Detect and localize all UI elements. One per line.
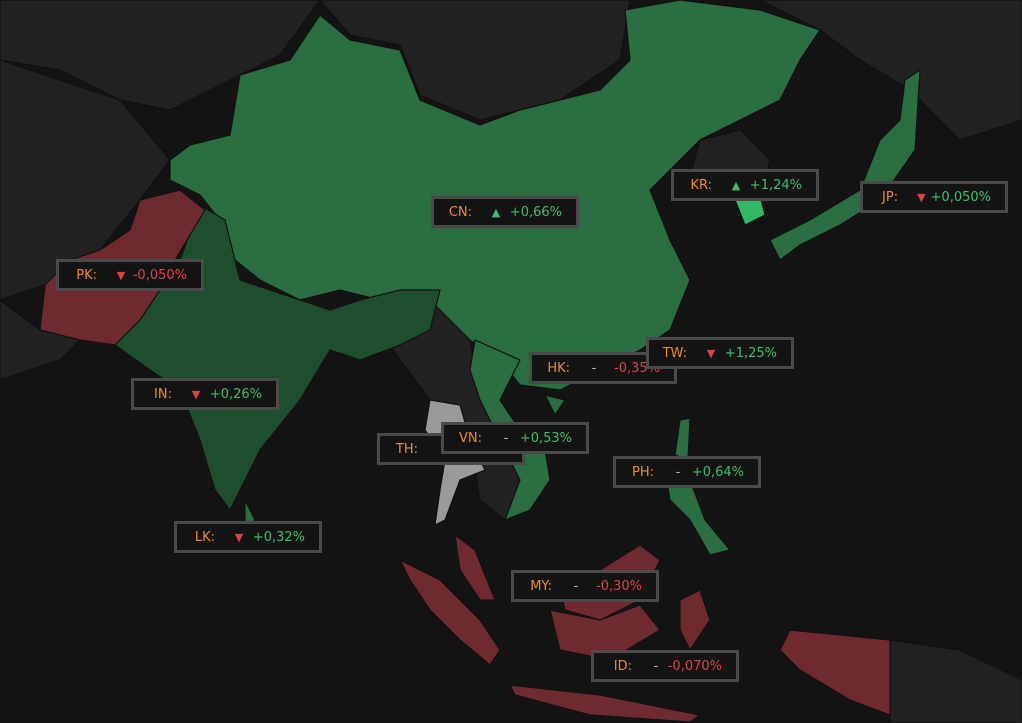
change-value: -0,070%	[667, 658, 722, 674]
marker-pk[interactable]: PK: ▼ -0,050%	[56, 259, 204, 291]
change-value: -0,30%	[596, 578, 642, 594]
country-id-borneo	[549, 604, 661, 661]
country-my-peninsula	[454, 533, 496, 601]
change-value: +0,64%	[691, 464, 744, 480]
marker-lk[interactable]: LK: ▼ +0,32%	[174, 521, 322, 553]
change-value: +1,24%	[749, 177, 802, 193]
change-value: +0,26%	[209, 386, 262, 402]
marker-in[interactable]: IN: ▼ +0,26%	[131, 378, 279, 410]
country-code: LK:	[194, 529, 215, 545]
country-id-java	[508, 684, 702, 723]
country-code: TH:	[395, 441, 418, 457]
land-west	[0, 59, 171, 301]
marker-vn[interactable]: VN: - +0,53%	[441, 422, 589, 454]
country-tw	[674, 417, 691, 461]
land-east-russia	[759, 0, 1022, 141]
hainan	[543, 394, 566, 417]
arrow-down-icon: ▼	[234, 530, 244, 544]
country-code: PK:	[76, 267, 97, 283]
arrow-down-icon: ▼	[706, 346, 716, 360]
country-code: MY:	[530, 578, 552, 594]
dash-icon: -	[675, 464, 681, 480]
country-id-sulawesi	[679, 589, 711, 652]
country-code: TW:	[662, 345, 687, 361]
country-code: CN:	[448, 204, 472, 220]
country-code: IN:	[154, 386, 172, 402]
country-code: HK:	[547, 360, 570, 376]
marker-cn[interactable]: CN: ▲ +0,66%	[431, 196, 579, 228]
dash-icon: -	[591, 360, 597, 376]
arrow-up-icon: ▲	[731, 178, 741, 192]
country-id-sumatra	[398, 558, 501, 666]
country-id-papua	[779, 629, 891, 716]
marker-jp[interactable]: JP: ▼ +0,050%	[860, 181, 1008, 213]
change-value: +0,32%	[252, 529, 305, 545]
country-code: PH:	[632, 464, 654, 480]
arrow-down-icon: ▼	[116, 268, 126, 282]
land-png	[889, 639, 1022, 723]
dash-icon: -	[653, 658, 659, 674]
dash-icon: -	[503, 430, 509, 446]
arrow-up-icon: ▲	[491, 205, 501, 219]
arrow-down-icon: ▼	[191, 387, 201, 401]
country-cn	[169, 0, 821, 391]
land-central-asia	[0, 0, 321, 111]
change-value: +0,53%	[519, 430, 572, 446]
marker-my[interactable]: MY: - -0,30%	[511, 570, 659, 602]
change-value: +1,25%	[724, 345, 777, 361]
country-jp	[769, 68, 921, 261]
country-code: ID:	[613, 658, 632, 674]
country-code: VN:	[459, 430, 482, 446]
country-code: JP:	[882, 189, 899, 205]
country-code: KR:	[690, 177, 712, 193]
change-value: +0,66%	[509, 204, 562, 220]
arrow-down-icon: ▼	[917, 190, 926, 204]
marker-id[interactable]: ID: - -0,070%	[591, 650, 739, 682]
marker-ph[interactable]: PH: - +0,64%	[613, 456, 761, 488]
land-middle-east	[0, 299, 82, 381]
change-value: +0,050%	[930, 189, 991, 205]
marker-tw[interactable]: TW: ▼ +1,25%	[646, 337, 794, 369]
change-value: -0,050%	[132, 267, 187, 283]
dash-icon: -	[573, 578, 579, 594]
marker-kr[interactable]: KR: ▲ +1,24%	[671, 169, 819, 201]
